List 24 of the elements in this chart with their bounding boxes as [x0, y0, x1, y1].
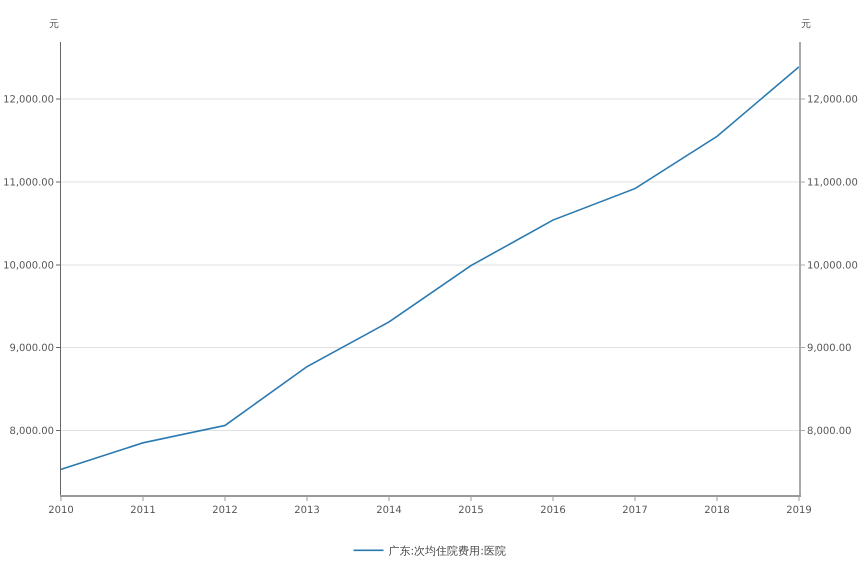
y-tick-label: 11,000.00 [3, 177, 54, 188]
y2-tick-label: 12,000.00 [807, 94, 858, 106]
y-axis-title: 元 [49, 19, 59, 30]
x-tick-label: 2012 [212, 505, 238, 516]
x-tick-label: 2010 [48, 505, 74, 516]
x-tick-label: 2013 [294, 505, 320, 516]
x-tick-label: 2015 [458, 505, 484, 516]
legend-label: 广东:次均住院费用:医院 [388, 544, 506, 558]
y2-tick-label: 9,000.00 [807, 343, 852, 354]
x-tick-label: 2017 [622, 505, 648, 516]
x-tick-label: 2018 [704, 505, 730, 516]
y2-tick-label: 10,000.00 [807, 260, 858, 272]
y-tick-label: 12,000.00 [3, 94, 54, 106]
x-tick-label: 2016 [540, 505, 566, 516]
x-tick-label: 2014 [376, 505, 402, 516]
line-series [61, 66, 799, 470]
y2-tick-label: 8,000.00 [807, 426, 852, 437]
x-tick-label: 2011 [130, 505, 156, 516]
y2-tick-label: 11,000.00 [807, 177, 858, 188]
y-tick-label: 10,000.00 [3, 260, 54, 272]
y2-axis-title: 元 [801, 19, 811, 30]
x-tick-label: 2019 [786, 505, 812, 516]
y-tick-label: 9,000.00 [9, 343, 54, 354]
y-tick-label: 8,000.00 [9, 426, 54, 437]
